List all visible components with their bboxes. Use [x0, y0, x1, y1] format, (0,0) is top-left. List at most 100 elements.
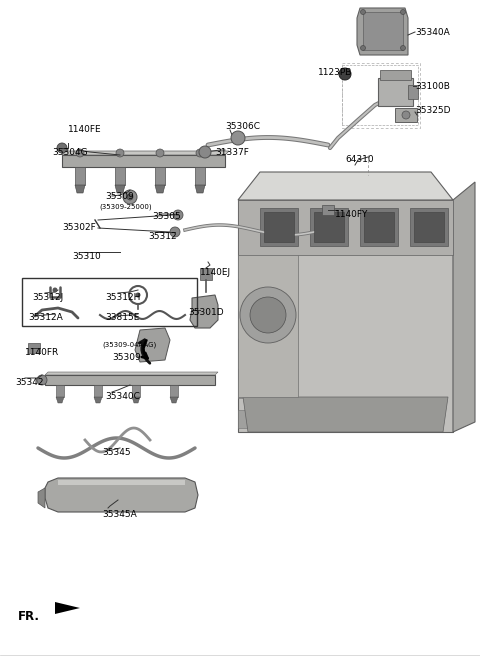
Polygon shape [135, 328, 170, 362]
Bar [200, 268, 212, 280]
Circle shape [156, 149, 164, 157]
Polygon shape [45, 478, 198, 512]
Bar [62, 155, 225, 167]
Circle shape [231, 131, 245, 145]
Circle shape [57, 143, 67, 153]
Text: 1140EJ: 1140EJ [200, 268, 231, 277]
Bar [238, 350, 283, 368]
Bar [28, 343, 40, 353]
Polygon shape [38, 488, 45, 508]
Bar [410, 208, 448, 246]
Circle shape [360, 9, 365, 14]
Bar [58, 480, 185, 485]
Circle shape [127, 194, 133, 200]
Text: 1140FY: 1140FY [335, 210, 368, 219]
Polygon shape [155, 185, 165, 193]
Polygon shape [94, 397, 102, 403]
Circle shape [135, 292, 141, 298]
Text: 35345: 35345 [102, 448, 131, 457]
Text: 31337F: 31337F [215, 148, 249, 157]
Text: 1140FR: 1140FR [25, 348, 59, 357]
Polygon shape [453, 182, 475, 432]
Bar [310, 208, 348, 246]
Polygon shape [115, 185, 125, 193]
Bar [408, 85, 418, 99]
Polygon shape [195, 185, 205, 193]
Text: 33100B: 33100B [415, 82, 450, 91]
Circle shape [37, 375, 47, 385]
Bar [45, 375, 215, 385]
Polygon shape [55, 602, 80, 614]
Text: 35309: 35309 [105, 192, 134, 201]
Bar [238, 290, 283, 308]
Text: 35302F: 35302F [62, 223, 96, 232]
Text: 35312J: 35312J [32, 293, 63, 302]
Text: 35345A: 35345A [102, 510, 137, 519]
Bar [75, 167, 85, 185]
Text: 33815E: 33815E [105, 313, 139, 322]
Text: 1140FE: 1140FE [68, 125, 102, 134]
Text: 35310: 35310 [72, 252, 101, 261]
Bar [22, 278, 197, 326]
Circle shape [339, 68, 351, 80]
Circle shape [402, 111, 410, 119]
Polygon shape [170, 397, 178, 403]
Bar [238, 410, 283, 428]
Circle shape [116, 149, 124, 157]
Circle shape [400, 9, 406, 14]
Bar [170, 385, 178, 397]
Bar [238, 200, 453, 255]
Text: 35312H: 35312H [105, 293, 140, 302]
Text: 35340A: 35340A [415, 28, 450, 37]
Circle shape [52, 288, 58, 292]
Bar [395, 108, 417, 122]
Bar [360, 208, 398, 246]
Text: 35305: 35305 [152, 212, 181, 221]
Text: 35340C: 35340C [105, 392, 140, 401]
Circle shape [173, 210, 183, 220]
Text: 64310: 64310 [345, 155, 373, 164]
Text: 35312A: 35312A [28, 313, 63, 322]
Bar [260, 208, 298, 246]
Bar [322, 205, 334, 215]
Polygon shape [132, 397, 140, 403]
Bar [414, 212, 444, 242]
Polygon shape [238, 172, 453, 200]
Text: 35309: 35309 [112, 353, 141, 362]
Text: 1123PB: 1123PB [318, 68, 352, 77]
Bar [115, 167, 125, 185]
Circle shape [240, 287, 296, 343]
Bar [314, 212, 344, 242]
Text: 35301D: 35301D [188, 308, 224, 317]
Text: 35342: 35342 [15, 378, 44, 387]
Bar [56, 385, 64, 397]
Text: (35309-25000): (35309-25000) [99, 203, 152, 210]
Text: 35306C: 35306C [225, 122, 260, 131]
Bar [364, 212, 394, 242]
Bar [264, 212, 294, 242]
Bar [195, 167, 205, 185]
Circle shape [199, 146, 211, 158]
Bar [238, 260, 283, 278]
Polygon shape [243, 397, 448, 432]
Circle shape [360, 45, 365, 51]
Text: 35312: 35312 [148, 232, 177, 241]
Circle shape [123, 190, 137, 204]
Bar [238, 380, 283, 398]
Circle shape [76, 149, 84, 157]
Circle shape [250, 297, 286, 333]
Polygon shape [56, 397, 64, 403]
Bar [94, 385, 102, 397]
Bar [363, 12, 403, 50]
Polygon shape [190, 295, 218, 328]
Bar [132, 385, 140, 397]
Text: FR.: FR. [18, 610, 40, 623]
Circle shape [170, 227, 180, 237]
Polygon shape [75, 185, 85, 193]
Polygon shape [238, 200, 453, 432]
Polygon shape [45, 372, 218, 375]
Circle shape [196, 149, 204, 157]
Bar [238, 320, 283, 338]
Bar [155, 167, 165, 185]
Text: 35325D: 35325D [415, 106, 451, 115]
